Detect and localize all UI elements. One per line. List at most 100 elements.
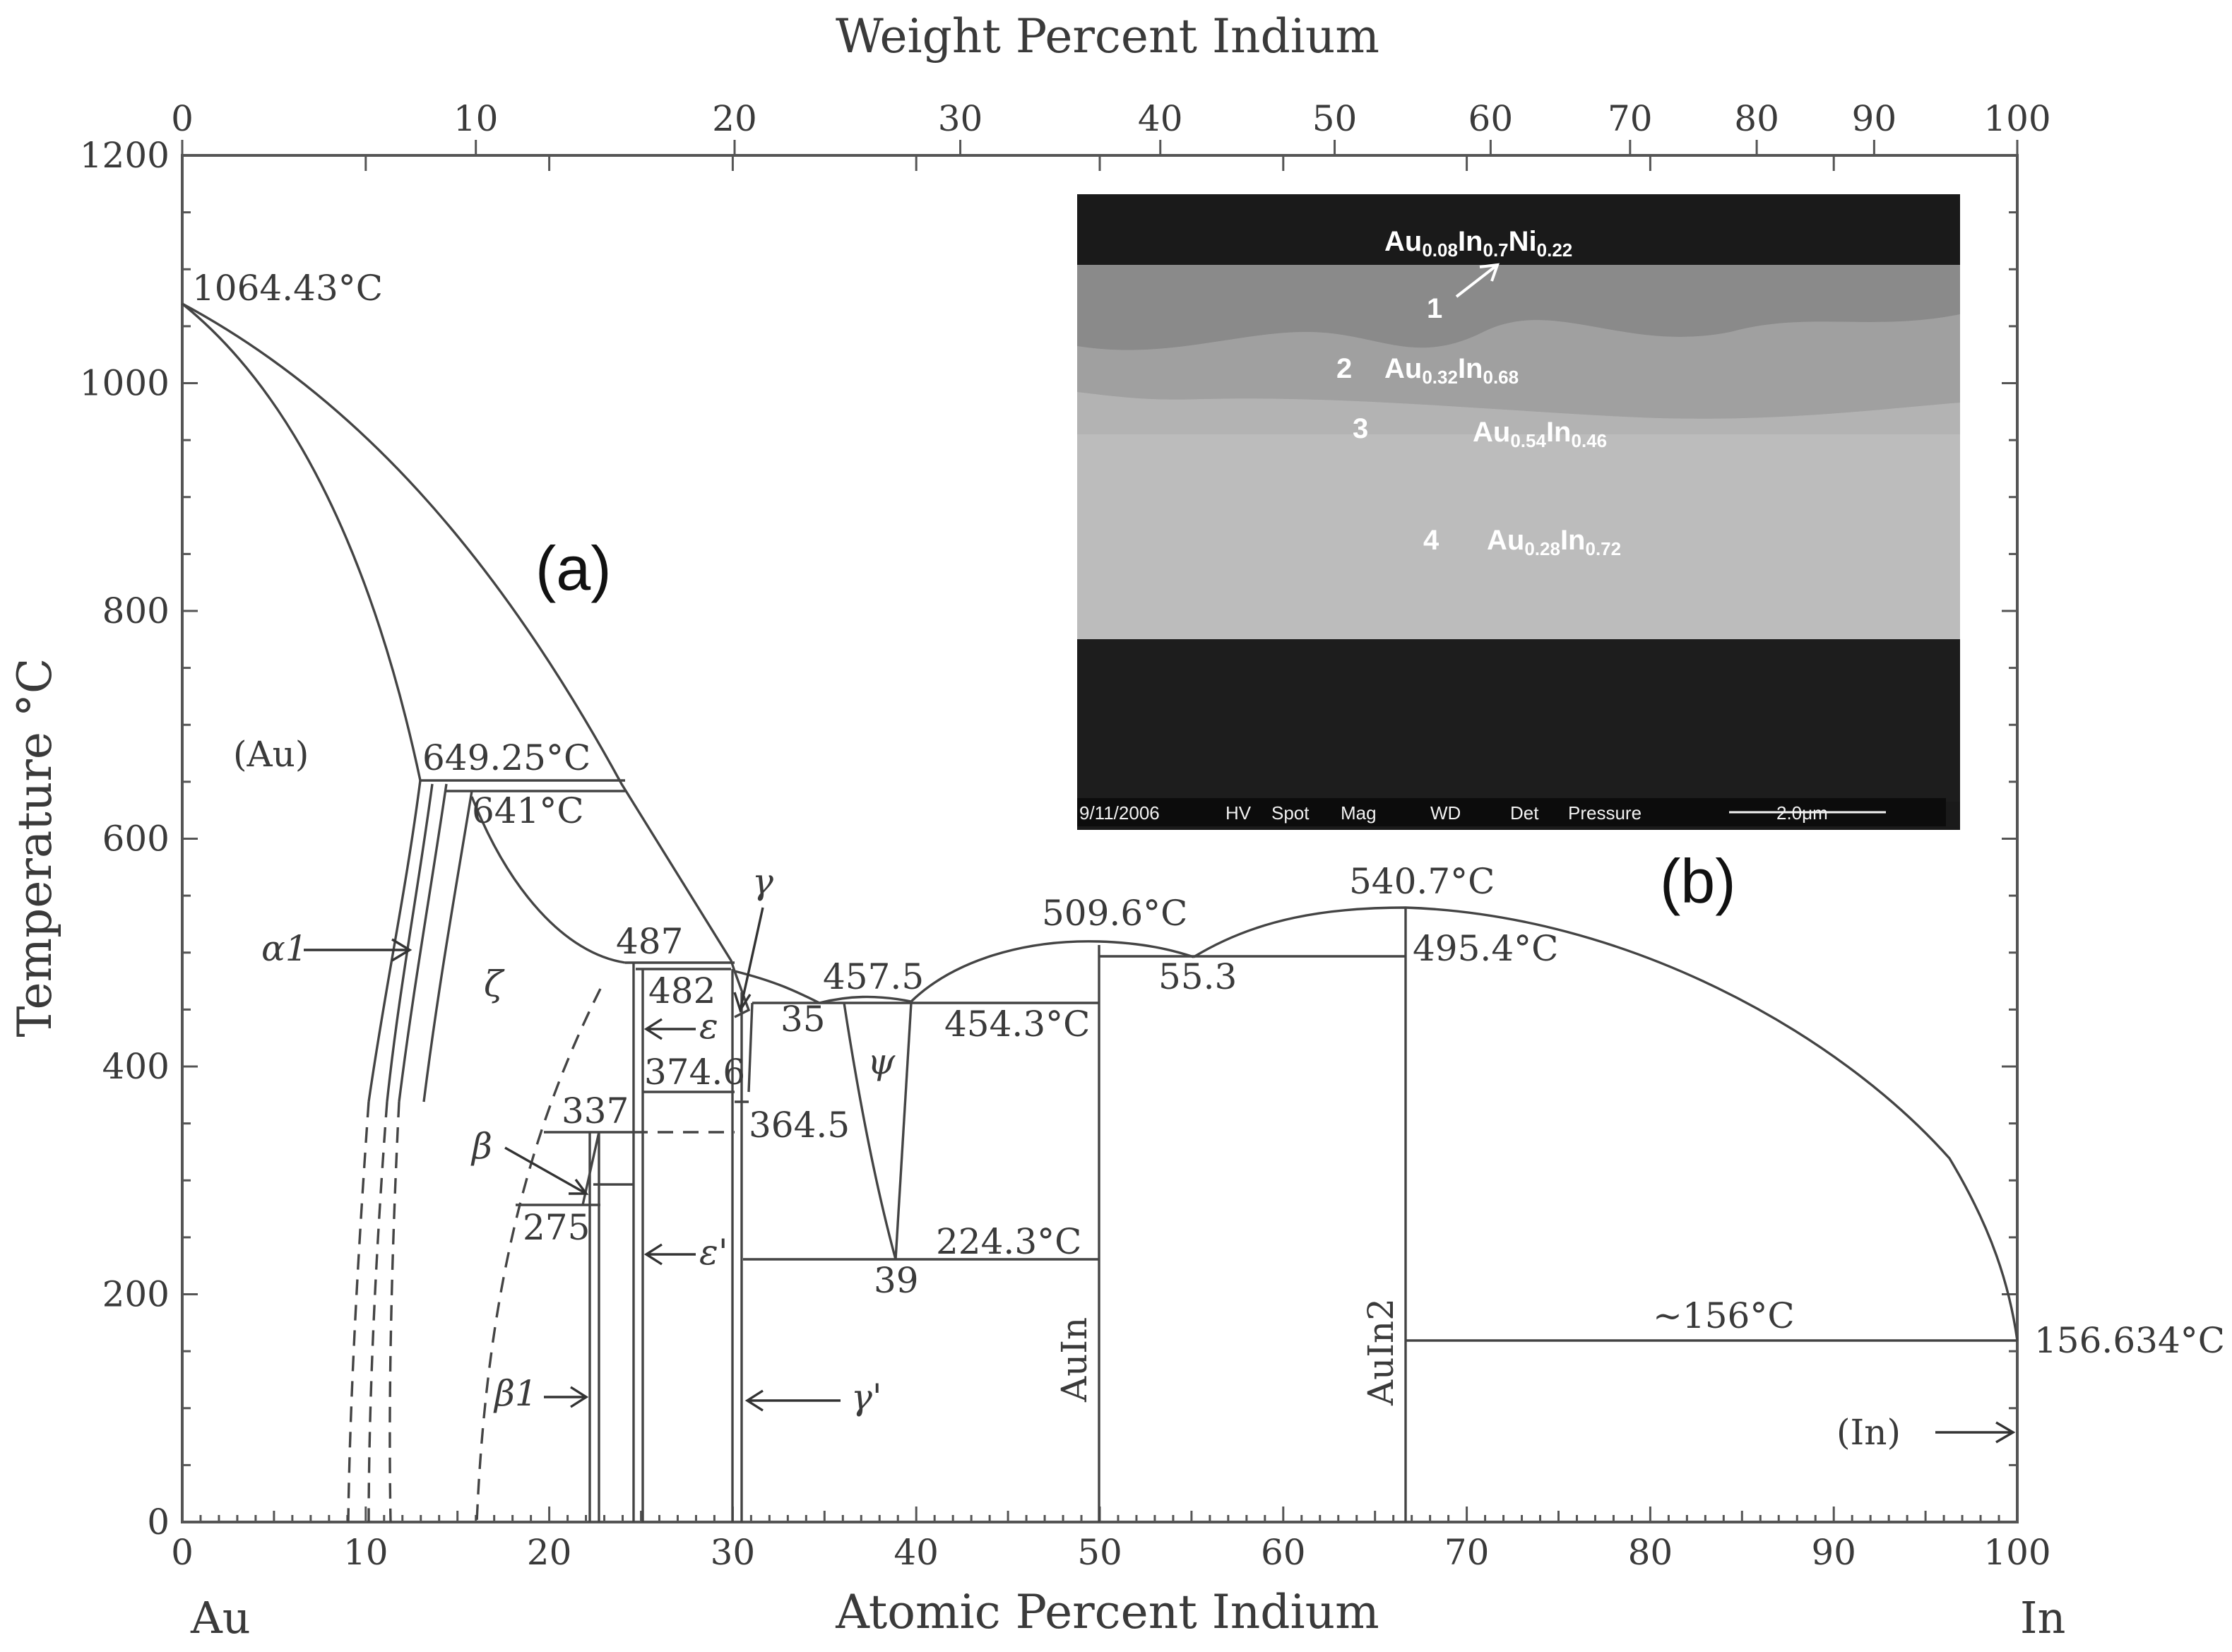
bottom-tick-label: 100 bbox=[1983, 1532, 2050, 1573]
beta1-arrow bbox=[544, 1386, 589, 1408]
sem-layer-3 bbox=[1077, 392, 1960, 434]
left-tick-label: 800 bbox=[102, 590, 170, 631]
left-end-label: Au bbox=[190, 1592, 251, 1644]
label-275: 275 bbox=[523, 1207, 590, 1248]
label-55: 55.3 bbox=[1158, 956, 1237, 997]
panel-b-label: (b) bbox=[1660, 846, 1736, 916]
top-tick-label: 50 bbox=[1312, 98, 1358, 139]
sem-label-1-arrow bbox=[1455, 263, 1500, 298]
label-495: 495.4°C bbox=[1413, 928, 1558, 969]
bottom-tick-label: 50 bbox=[1077, 1532, 1122, 1573]
label-649: 649.25°C bbox=[422, 737, 590, 778]
sem-bar-mag: Mag bbox=[1341, 802, 1377, 824]
label-337: 337 bbox=[562, 1091, 629, 1131]
label-540: 540.7°C bbox=[1349, 861, 1495, 902]
au-phase-label: (Au) bbox=[233, 734, 309, 775]
auin-label: AuIn bbox=[1054, 1317, 1095, 1403]
zeta-left bbox=[422, 790, 473, 1103]
label-35: 35 bbox=[780, 999, 826, 1040]
alpha1-arrow bbox=[304, 938, 412, 962]
label-487: 487 bbox=[616, 921, 683, 962]
bottom-tick-label: 30 bbox=[711, 1532, 756, 1573]
alpha1-right bbox=[398, 783, 448, 1103]
dashed-3 bbox=[388, 1101, 400, 1523]
left-tick-label: 200 bbox=[102, 1274, 170, 1315]
sem-bar-hv: HV bbox=[1225, 802, 1252, 824]
psi-left bbox=[843, 1002, 897, 1260]
label-509: 509.6°C bbox=[1042, 893, 1187, 934]
bottom-tick-label: 20 bbox=[527, 1532, 572, 1573]
label-224: 224.3°C bbox=[936, 1221, 1081, 1262]
sem-substrate bbox=[1077, 639, 1960, 802]
eps-label: ε bbox=[699, 1006, 718, 1047]
top-tick-label: 80 bbox=[1734, 98, 1779, 139]
top-axis-ticks: 0 10 20 30 40 50 60 70 80 90 100 bbox=[171, 98, 2051, 155]
panel-a-label: (a) bbox=[535, 533, 612, 603]
top-tick-label: 0 bbox=[171, 98, 194, 139]
zeta-label: ζ bbox=[484, 963, 505, 1004]
sem-inset: Au0.08In0.7Ni0.22 1 2 Au0.32In0.68 3 Au0… bbox=[1077, 194, 1960, 830]
top-tick-label: 10 bbox=[453, 98, 499, 139]
label-374: 374.6 bbox=[644, 1052, 745, 1093]
sem-bar-wd: WD bbox=[1430, 802, 1461, 824]
left-tick-label: 600 bbox=[102, 819, 170, 860]
alpha1-left bbox=[367, 780, 422, 1103]
gamma-psi-left bbox=[747, 1002, 754, 1093]
label-482: 482 bbox=[648, 970, 716, 1011]
bottom-tick-label: 60 bbox=[1261, 1532, 1306, 1573]
phase-boundaries bbox=[181, 302, 2019, 1523]
alpha1-mid bbox=[386, 783, 434, 1103]
au-melting-label: 1064.43°C bbox=[192, 268, 383, 309]
bottom-axis-title: Atomic Percent Indium bbox=[835, 1585, 1379, 1639]
in-phase-arrow bbox=[1935, 1421, 2016, 1444]
left-tick-label: 1000 bbox=[80, 363, 170, 404]
eps-prime-arrow bbox=[643, 1243, 696, 1266]
sem-layer-2 bbox=[1077, 314, 1960, 419]
top-tick-label: 70 bbox=[1608, 98, 1653, 139]
auin2-label: AuIn2 bbox=[1360, 1298, 1401, 1406]
label-641: 641°C bbox=[472, 790, 584, 831]
gamma-top bbox=[733, 970, 751, 1018]
left-tick-label: 400 bbox=[102, 1046, 170, 1087]
label-364: 364.5 bbox=[749, 1105, 850, 1146]
bottom-axis-ticks: 0 10 20 30 40 50 60 70 80 90 100 bbox=[171, 155, 2051, 1573]
label-39: 39 bbox=[874, 1260, 919, 1301]
sem-bar-det: Det bbox=[1510, 802, 1539, 824]
sem-label-4-num: 4 bbox=[1423, 525, 1439, 556]
sem-layer-4 bbox=[1077, 434, 1960, 639]
top-tick-label: 90 bbox=[1852, 98, 1897, 139]
label-454: 454.3°C bbox=[944, 1004, 1090, 1045]
bottom-tick-label: 80 bbox=[1628, 1532, 1673, 1573]
sem-scale-bar-label: 2.0μm bbox=[1776, 802, 1828, 824]
bottom-tick-label: 90 bbox=[1811, 1532, 1856, 1573]
right-end-label: In bbox=[2020, 1592, 2065, 1644]
top-axis-title: Weight Percent Indium bbox=[836, 9, 1379, 64]
top-tick-label: 40 bbox=[1138, 98, 1183, 139]
psi-label: ψ bbox=[867, 1041, 896, 1082]
in-melting-label: 156.634°C bbox=[2034, 1320, 2225, 1361]
gamma-prime-label: γ' bbox=[851, 1377, 882, 1418]
left-tick-label: 0 bbox=[147, 1502, 170, 1543]
eps-prime-label: ε' bbox=[699, 1232, 728, 1273]
y-axis-title: Temperature °C bbox=[8, 658, 62, 1038]
label-156: ~156°C bbox=[1653, 1295, 1795, 1336]
sem-label-2-num: 2 bbox=[1336, 353, 1352, 384]
sem-layer-1 bbox=[1077, 265, 1960, 350]
liquidus-auin bbox=[910, 940, 1194, 1003]
bottom-tick-label: 70 bbox=[1444, 1532, 1490, 1573]
sem-bar-pressure: Pressure bbox=[1568, 802, 1642, 824]
gamma-prime-arrow bbox=[744, 1389, 841, 1412]
sem-bar-spot: Spot bbox=[1271, 802, 1310, 824]
top-tick-label: 100 bbox=[1983, 98, 2050, 139]
sem-bar-date: 9/11/2006 bbox=[1079, 802, 1160, 824]
psi-right bbox=[894, 1002, 913, 1260]
left-axis-ticks: 0 200 400 600 800 1000 1200 bbox=[80, 135, 2017, 1543]
liquidus-au-side bbox=[182, 302, 736, 972]
dashed-zeta bbox=[475, 988, 602, 1523]
top-tick-label: 20 bbox=[712, 98, 757, 139]
eps-arrow bbox=[643, 1018, 696, 1040]
dashed-1 bbox=[347, 1101, 370, 1523]
solidus-au-side bbox=[181, 302, 422, 781]
alpha1-label: α1 bbox=[261, 928, 308, 969]
zeta-boundary bbox=[470, 796, 626, 964]
